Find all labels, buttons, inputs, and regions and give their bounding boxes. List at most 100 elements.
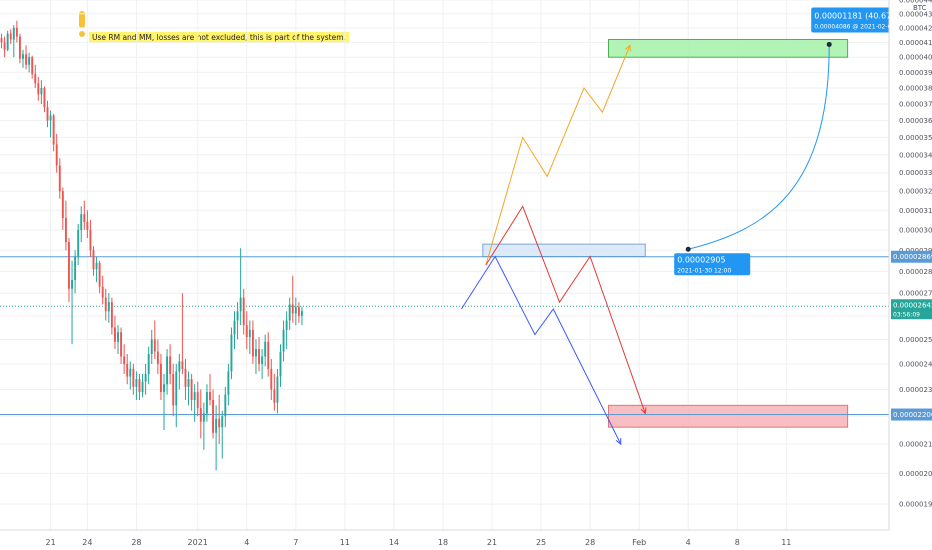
candle-body [86, 221, 89, 230]
candle-body [187, 379, 190, 387]
y-tick-label: 0.00002700 [899, 290, 932, 298]
candle-body [144, 374, 147, 382]
level-price-box [891, 408, 932, 421]
candle-body [224, 394, 227, 417]
x-tick-label: 8 [735, 538, 740, 547]
y-tick-label: 0.00004000 [899, 54, 932, 62]
candle-body [37, 83, 40, 95]
x-tick-label: 14 [389, 538, 399, 547]
candle-body [181, 361, 184, 369]
candle-body [0, 38, 3, 43]
candle-body [156, 351, 159, 364]
candle-body [159, 363, 162, 393]
candle-body [101, 286, 104, 298]
projection-path [688, 44, 830, 250]
y-tick-label: 0.00002000 [899, 470, 932, 478]
x-tick-label: 11 [340, 538, 350, 547]
y-tick-label: 0.00003800 [899, 85, 932, 93]
deep-bearish-path [460, 255, 622, 445]
bearish-path-arrowhead [640, 407, 647, 415]
candle-body [285, 320, 288, 330]
candle-body [55, 144, 58, 166]
candle-body [190, 379, 193, 400]
y-tick-label: 0.00003700 [899, 101, 932, 109]
candle-body [248, 329, 251, 338]
level-price-box [891, 250, 932, 263]
y-tick-label: 0.00002100 [899, 441, 932, 449]
y-tick-label: 0.00003000 [899, 226, 932, 234]
candle-body [9, 33, 12, 40]
candles [0, 20, 303, 471]
candle-body [64, 218, 67, 243]
candle-body [89, 229, 92, 251]
candle-body [218, 418, 221, 428]
candle-body [193, 392, 196, 400]
candle-body [251, 329, 254, 357]
y-tick-label: 0.00003200 [899, 188, 932, 196]
candle-body [34, 73, 37, 84]
time-axis-background [0, 530, 932, 550]
candle-body [25, 54, 28, 65]
candle-body [123, 356, 126, 364]
projection-change: 0.00001181 (40.67%) in 9d [814, 11, 924, 20]
grid [0, 0, 889, 530]
annotation-note: Use RM and MM, losses are not excluded, … [89, 32, 349, 43]
candle-body [95, 262, 98, 270]
candle-body [233, 320, 236, 335]
candle-body [40, 88, 43, 95]
x-tick-label: Feb [632, 538, 646, 547]
candle-body [270, 368, 273, 390]
candle-body [169, 356, 172, 375]
candle-body [58, 165, 61, 192]
bullish-path-arrowhead [625, 44, 631, 52]
x-tick-label: 4 [244, 538, 249, 547]
y-tick-label: 0.00002500 [899, 336, 932, 344]
candle-body [221, 416, 224, 428]
projection-start-date: 2021-01-30 12:00 [677, 267, 731, 274]
candle-body [98, 262, 101, 287]
y-tick-label: 0.00002400 [899, 360, 932, 368]
y-tick-label: 0.00003400 [899, 151, 932, 159]
candle-body [120, 332, 123, 357]
candle-body [273, 389, 276, 403]
scenario-paths [460, 44, 647, 446]
candle-body [163, 384, 165, 393]
y-tick-label: 0.00003900 [899, 69, 932, 77]
candle-body [31, 57, 34, 74]
currency-label: BTC [913, 4, 927, 12]
projection-start-point [685, 246, 691, 252]
candle-body [3, 42, 6, 50]
candle-body [294, 306, 297, 314]
candle-body [104, 297, 107, 312]
candle-body [202, 413, 205, 422]
y-tick-label: 0.00003500 [899, 134, 932, 142]
candle-body [114, 327, 116, 342]
price-axis-background [889, 0, 932, 550]
zones [482, 38, 849, 428]
candle-body [107, 302, 110, 312]
candle-body [15, 27, 18, 37]
current-price-label: 0.00002642 [893, 302, 932, 310]
candle-body [230, 334, 233, 372]
candle-body [264, 341, 267, 357]
candle-body [150, 339, 153, 354]
y-tick-label: 0.00002300 [899, 386, 932, 394]
candle-body [205, 392, 208, 414]
candle-body [28, 57, 31, 65]
target-zone [608, 38, 849, 58]
candle-body [138, 379, 141, 393]
candle-body [276, 376, 279, 403]
candle-body [49, 115, 52, 121]
projection-end-point [826, 41, 832, 47]
entry-zone [482, 243, 646, 258]
candle-body [61, 191, 64, 219]
candle-body [135, 379, 138, 387]
y-tick-label: 0.00004100 [899, 39, 932, 47]
candle-body [209, 392, 211, 400]
bearish-path [485, 205, 646, 414]
candle-body [92, 250, 95, 270]
candle-body [288, 304, 291, 321]
x-tick-label: 28 [131, 538, 141, 547]
candle-body [68, 242, 70, 289]
